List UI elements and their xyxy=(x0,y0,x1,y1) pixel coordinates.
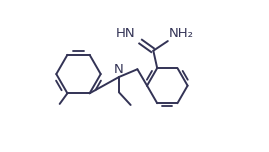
Text: HN: HN xyxy=(115,27,135,40)
Text: N: N xyxy=(114,63,124,76)
Text: NH₂: NH₂ xyxy=(169,27,194,40)
